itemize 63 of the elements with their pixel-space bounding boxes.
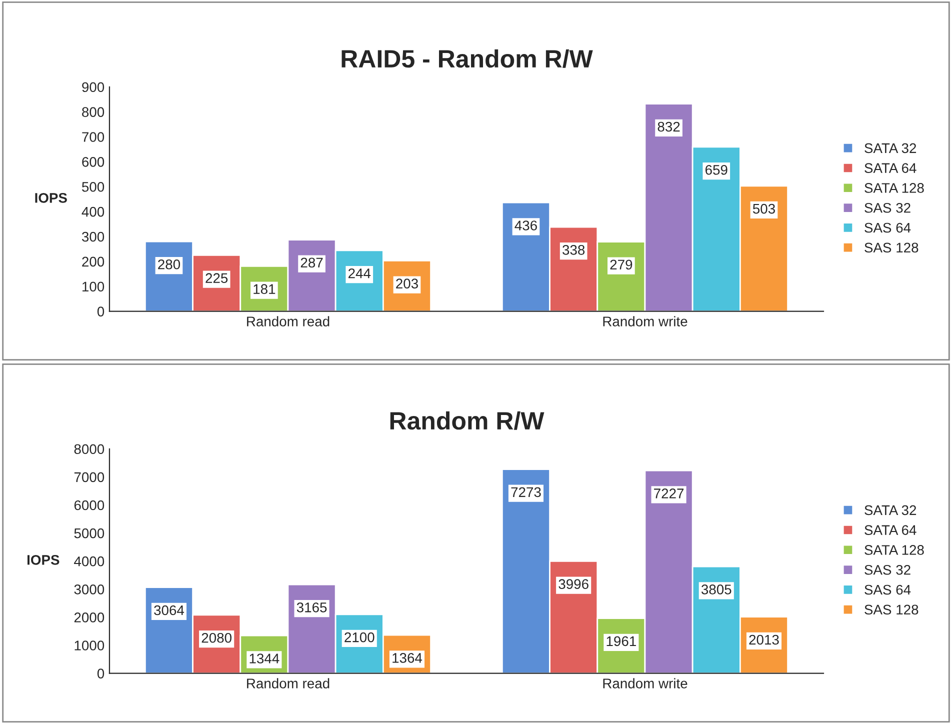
data-label: 181 [254, 284, 276, 294]
y-tick-label: 4000 [74, 556, 104, 566]
data-label: 2013 [749, 634, 779, 645]
y-tick-label: 400 [82, 206, 104, 217]
y-tick-label: 2000 [74, 612, 104, 622]
y-axis-title: IOPS [35, 192, 67, 203]
data-label: 3064 [154, 605, 184, 616]
x-tick-label: Random read [247, 316, 330, 326]
legend-label: SAS 32 [864, 564, 910, 575]
x-tick-label: Random write [603, 678, 688, 688]
data-label: 203 [396, 278, 418, 289]
data-label: 2100 [344, 632, 374, 642]
legend-label: SAS 32 [864, 202, 910, 213]
x-tick-label: Random write [603, 316, 688, 326]
data-label: 3165 [296, 602, 327, 612]
data-label: 338 [562, 245, 585, 255]
data-label: 225 [206, 273, 228, 284]
legend-label: SAS 64 [864, 222, 911, 233]
data-label: 3996 [558, 579, 588, 590]
data-label: 7273 [511, 487, 541, 498]
y-tick-label: 7000 [74, 472, 104, 482]
y-tick-label: 500 [82, 182, 104, 192]
data-label: 1344 [250, 654, 280, 664]
data-label: 1364 [392, 653, 422, 663]
legend-label: SAS 128 [864, 604, 918, 615]
x-tick-label: Random read [247, 678, 330, 688]
y-tick-label: 8000 [74, 444, 104, 454]
data-label: 7227 [654, 488, 684, 498]
data-label: 659 [706, 164, 728, 175]
data-label: 2080 [202, 632, 232, 643]
y-tick-label: 3000 [74, 584, 104, 594]
data-label: 832 [658, 122, 680, 132]
legend-label: SAS 128 [864, 242, 918, 253]
y-tick-label: 800 [82, 107, 104, 117]
chart-title: Random R/W [390, 411, 544, 430]
y-tick-label: 6000 [74, 500, 104, 510]
legend-label: SATA 32 [864, 143, 916, 154]
y-tick-label: 600 [82, 157, 104, 167]
data-label: 436 [514, 220, 537, 230]
y-tick-label: 700 [82, 132, 104, 142]
chart-title: RAID5 - Random R/W [342, 49, 593, 68]
legend-label: SAS 64 [864, 584, 911, 595]
y-tick-label: 1000 [74, 640, 104, 650]
data-label: 1961 [606, 636, 636, 646]
y-tick-label: 5000 [74, 528, 104, 538]
y-axis-title: IOPS [28, 554, 60, 565]
data-label: 503 [752, 204, 775, 214]
legend-label: SATA 64 [864, 525, 916, 535]
data-label: 244 [348, 268, 371, 278]
y-tick-label: 100 [82, 282, 104, 292]
y-tick-label: 0 [97, 306, 104, 316]
y-tick-label: 0 [97, 668, 104, 678]
y-tick-label: 300 [82, 232, 104, 242]
data-label: 280 [158, 259, 180, 270]
legend-label: SATA 128 [864, 545, 924, 555]
data-label: 279 [610, 260, 632, 270]
data-label: 3805 [701, 584, 732, 594]
y-tick-label: 200 [82, 256, 104, 267]
legend-label: SATA 64 [864, 163, 916, 173]
legend-label: SATA 128 [864, 183, 924, 193]
data-label: 287 [300, 258, 323, 268]
y-tick-label: 900 [82, 82, 104, 92]
legend-label: SATA 32 [864, 505, 916, 516]
